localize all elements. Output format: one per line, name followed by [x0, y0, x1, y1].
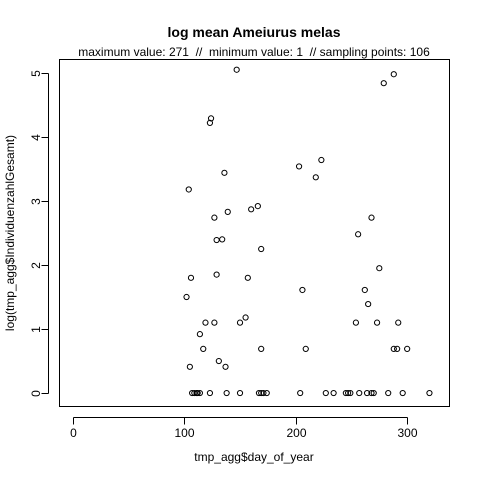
x-tick-label: 300	[397, 426, 417, 440]
data-point	[368, 389, 375, 397]
data-point	[248, 206, 255, 213]
data-point	[352, 319, 359, 326]
x-tick-label: 200	[286, 426, 306, 440]
data-point	[395, 319, 402, 326]
data-point	[345, 389, 352, 397]
data-point	[365, 300, 372, 308]
data-point	[373, 319, 381, 326]
y-axis: 0 1 2 3 4 5	[29, 70, 49, 397]
data-point	[187, 274, 195, 281]
y-tick-label: 3	[29, 198, 43, 205]
y-tick-label: 4	[29, 134, 43, 141]
data-point	[236, 389, 244, 397]
data-point	[385, 389, 392, 397]
data-point	[302, 345, 309, 352]
data-point	[355, 231, 362, 238]
data-point	[244, 274, 251, 281]
data-point	[258, 245, 265, 253]
data-point	[206, 119, 214, 126]
data-point	[390, 71, 397, 78]
data-point	[186, 363, 193, 370]
chart-subtitle: maximum value: 271 // minimum value: 1 /…	[78, 45, 430, 59]
data-point	[254, 203, 261, 210]
data-point	[263, 389, 270, 397]
data-point	[295, 163, 303, 170]
x-axis: 0 100 200 300	[70, 417, 418, 440]
data-point	[196, 389, 203, 397]
data-point	[342, 389, 349, 397]
data-point	[347, 389, 354, 397]
data-point	[221, 169, 228, 176]
data-point	[390, 345, 397, 352]
y-axis-label: log(tmp_agg$IndividuenzahlGesamt)	[3, 135, 17, 331]
data-point	[370, 389, 377, 397]
data-point	[223, 389, 230, 397]
data-point	[322, 389, 329, 397]
data-point	[211, 319, 218, 326]
data-point	[233, 66, 240, 73]
data-point	[194, 389, 201, 397]
chart-title: log mean Ameiurus melas	[168, 24, 341, 40]
data-point	[236, 319, 244, 326]
data-point	[207, 115, 215, 122]
data-point	[399, 389, 406, 397]
data-point	[213, 271, 220, 278]
data-point	[200, 345, 207, 352]
data-point	[215, 357, 222, 365]
data-point	[356, 389, 363, 397]
data-point	[224, 208, 231, 215]
data-point	[242, 314, 249, 321]
x-axis-label: tmp_agg$day_of_year	[194, 450, 313, 464]
data-point	[380, 80, 387, 87]
plot-frame	[59, 59, 450, 407]
data-point	[260, 389, 267, 397]
y-tick-label: 2	[29, 262, 43, 269]
data-point	[297, 389, 304, 397]
data-point	[202, 319, 209, 326]
data-point	[376, 265, 383, 272]
data-point	[219, 236, 226, 243]
data-point	[196, 331, 203, 338]
y-tick-label: 0	[29, 390, 43, 397]
data-point	[299, 286, 306, 294]
data-point	[258, 345, 265, 352]
data-point	[222, 363, 229, 370]
data-point	[318, 156, 325, 164]
data-point	[363, 389, 371, 397]
data-point	[312, 174, 319, 181]
data-point	[361, 286, 368, 294]
data-point	[213, 236, 220, 244]
data-points	[183, 66, 433, 397]
data-point	[183, 293, 190, 301]
data-point	[330, 389, 337, 397]
data-point	[394, 345, 401, 352]
y-tick-label: 1	[29, 326, 43, 333]
data-point	[206, 389, 214, 397]
data-point	[255, 389, 263, 397]
data-point	[426, 389, 433, 397]
data-point	[185, 186, 192, 193]
x-tick-label: 0	[70, 426, 77, 440]
x-tick-label: 100	[174, 426, 194, 440]
data-point	[368, 214, 375, 221]
y-tick-label: 5	[29, 70, 43, 77]
data-point	[211, 214, 218, 221]
data-point	[404, 345, 411, 352]
